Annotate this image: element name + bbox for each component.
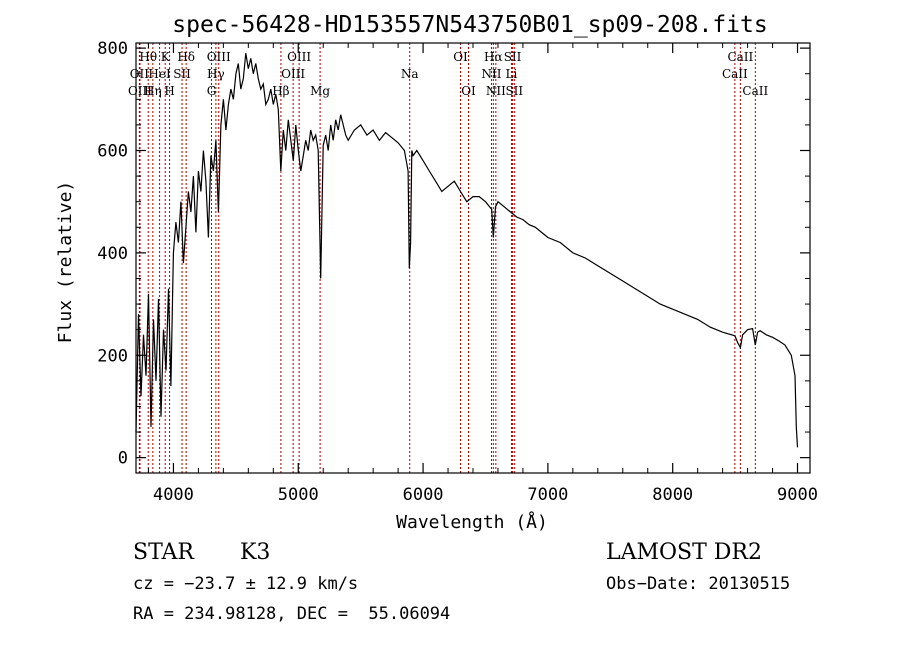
x-tick-label: 9000 xyxy=(777,485,818,505)
y-tick-label: 800 xyxy=(97,39,128,59)
line-label: Na xyxy=(401,67,419,81)
line-label: OI xyxy=(461,84,476,98)
line-label: Hβ xyxy=(272,84,289,98)
y-tick-label: 200 xyxy=(97,346,128,366)
line-label: G xyxy=(207,84,217,98)
x-tick-label: 8000 xyxy=(652,485,693,505)
line-label: OIII xyxy=(281,67,305,81)
line-label: Mg xyxy=(310,84,330,98)
plot-frame xyxy=(135,42,811,474)
object-class: STAR xyxy=(133,540,194,565)
line-marker-group xyxy=(138,43,756,473)
line-label: Hα xyxy=(484,50,503,64)
line-label: Hθ xyxy=(139,50,157,64)
x-tick-label: 7000 xyxy=(527,485,568,505)
line-label: CaII xyxy=(742,84,768,98)
y-axis-title: Flux (relative) xyxy=(55,181,76,344)
line-label: CaII xyxy=(722,67,748,81)
line-label: Hδ xyxy=(177,50,195,64)
y-tick-label: 400 xyxy=(97,244,128,264)
line-label: K xyxy=(161,50,171,64)
obs-date: Obs−Date: 20130515 xyxy=(606,574,791,594)
line-label: HeI xyxy=(148,67,171,81)
x-tick-label: 6000 xyxy=(403,485,444,505)
line-label: Hγ xyxy=(207,67,225,81)
line-label: CaII xyxy=(727,50,753,64)
x-axis-title: Wavelength (Å) xyxy=(396,511,548,533)
line-label: OIII xyxy=(287,50,311,64)
survey-name: LAMOST DR2 xyxy=(606,540,762,565)
line-label: SII xyxy=(173,67,191,81)
line-label: Li xyxy=(506,67,518,81)
line-label: SII xyxy=(504,50,522,64)
x-tick-label: 4000 xyxy=(153,485,194,505)
redshift-info: cz = −23.7 ± 12.9 km/s xyxy=(133,574,359,594)
line-label: NII xyxy=(481,67,501,81)
coordinates: RA = 234.98128, DEC = 55.06094 xyxy=(133,604,451,624)
spectrum-line xyxy=(135,53,799,448)
line-label: OIII xyxy=(128,84,152,98)
y-tick-label: 0 xyxy=(118,449,128,469)
line-label: OIII xyxy=(207,50,231,64)
line-label: Hη xyxy=(144,84,162,98)
y-tick-label: 600 xyxy=(97,142,128,162)
line-label: OI xyxy=(453,50,468,64)
object-subclass: K3 xyxy=(240,540,271,565)
line-label: SII xyxy=(505,84,523,98)
line-label: NII xyxy=(486,84,506,98)
line-label: H xyxy=(164,84,174,98)
axis-ticks: 4000 5000 6000 7000 8000 9000 0 200 400 600 800 xyxy=(97,39,818,505)
chart-title: spec-56428-HD153557N543750B01_sp09-208.f… xyxy=(172,12,767,38)
x-tick-label: 5000 xyxy=(278,485,319,505)
